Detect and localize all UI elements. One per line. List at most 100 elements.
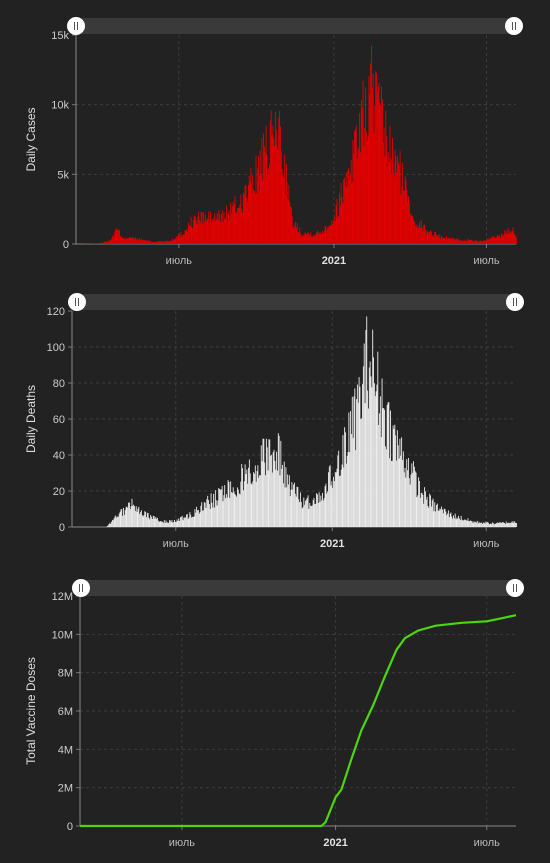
bar xyxy=(105,242,106,244)
bar xyxy=(510,523,511,527)
bar xyxy=(458,516,459,527)
bar xyxy=(401,195,402,244)
bar xyxy=(496,238,497,244)
bar xyxy=(144,511,145,527)
bar xyxy=(373,357,374,527)
bar xyxy=(438,238,439,244)
bar xyxy=(309,235,310,244)
bar xyxy=(385,111,386,244)
bar xyxy=(399,439,400,527)
bar xyxy=(166,242,167,244)
bar xyxy=(143,240,144,244)
bar xyxy=(193,219,194,244)
bar xyxy=(331,226,332,244)
bar xyxy=(269,165,270,245)
range-handle-right[interactable] xyxy=(506,579,524,597)
bar xyxy=(365,88,366,244)
bar xyxy=(456,519,457,527)
bar xyxy=(119,230,120,244)
bar xyxy=(428,506,429,527)
bar xyxy=(391,461,392,527)
bar xyxy=(213,218,214,244)
bar xyxy=(244,194,245,244)
bar xyxy=(470,240,471,244)
bar xyxy=(454,240,455,244)
bar xyxy=(487,238,488,244)
bar xyxy=(182,516,183,527)
range-slider-track[interactable] xyxy=(81,580,515,596)
range-handle-right[interactable] xyxy=(506,293,524,311)
bar xyxy=(448,237,449,244)
bar xyxy=(214,508,215,527)
bar xyxy=(323,500,324,527)
bar xyxy=(296,497,297,527)
bar xyxy=(168,241,169,244)
bar xyxy=(210,509,211,527)
bar xyxy=(252,481,253,527)
range-handle-left[interactable] xyxy=(67,17,85,35)
bar xyxy=(251,483,252,527)
range-handle-right[interactable] xyxy=(505,17,523,35)
bar xyxy=(486,241,487,244)
bar xyxy=(355,450,356,527)
bar xyxy=(372,88,373,244)
bar xyxy=(131,506,132,527)
bar xyxy=(292,490,293,527)
bar xyxy=(276,130,277,244)
bar xyxy=(141,239,142,244)
bar xyxy=(373,74,374,244)
bar xyxy=(406,190,407,244)
bar xyxy=(100,243,101,244)
y-tick-label: 10M xyxy=(52,629,73,641)
bar xyxy=(345,432,346,527)
bar xyxy=(329,226,330,244)
bar xyxy=(151,517,152,527)
bar xyxy=(124,515,125,527)
range-slider-track[interactable] xyxy=(76,18,514,34)
bar xyxy=(468,518,469,527)
bar xyxy=(388,152,389,244)
bar xyxy=(384,127,385,244)
bar xyxy=(101,243,102,244)
bar xyxy=(365,403,366,527)
bar xyxy=(424,225,425,244)
bar xyxy=(240,482,241,527)
bar xyxy=(256,156,257,244)
bar xyxy=(239,493,240,527)
bar xyxy=(301,502,302,527)
bar xyxy=(238,490,239,527)
bar xyxy=(431,232,432,244)
bar xyxy=(386,136,387,244)
bar xyxy=(460,240,461,244)
bar xyxy=(218,488,219,527)
bar xyxy=(281,469,282,527)
range-slider-track[interactable] xyxy=(77,294,515,310)
bar xyxy=(291,490,292,527)
bar xyxy=(387,405,388,527)
bar xyxy=(165,241,166,244)
bar xyxy=(500,238,501,244)
bar xyxy=(439,509,440,527)
bar xyxy=(158,241,159,244)
range-handle-left[interactable] xyxy=(68,293,86,311)
bar xyxy=(171,522,172,527)
bar xyxy=(215,490,216,527)
bar xyxy=(115,230,116,244)
bar xyxy=(282,169,283,244)
bar xyxy=(513,227,514,244)
bar xyxy=(506,522,507,527)
bar xyxy=(406,180,407,244)
bar xyxy=(189,512,190,527)
bar xyxy=(111,522,112,527)
bar xyxy=(313,236,314,244)
bar xyxy=(176,236,177,244)
bar xyxy=(240,194,241,244)
bar xyxy=(314,498,315,527)
bar xyxy=(425,229,426,244)
bar xyxy=(273,138,274,244)
range-handle-left[interactable] xyxy=(72,579,90,597)
bar xyxy=(378,87,379,244)
bar xyxy=(296,228,297,244)
bar xyxy=(158,521,159,527)
